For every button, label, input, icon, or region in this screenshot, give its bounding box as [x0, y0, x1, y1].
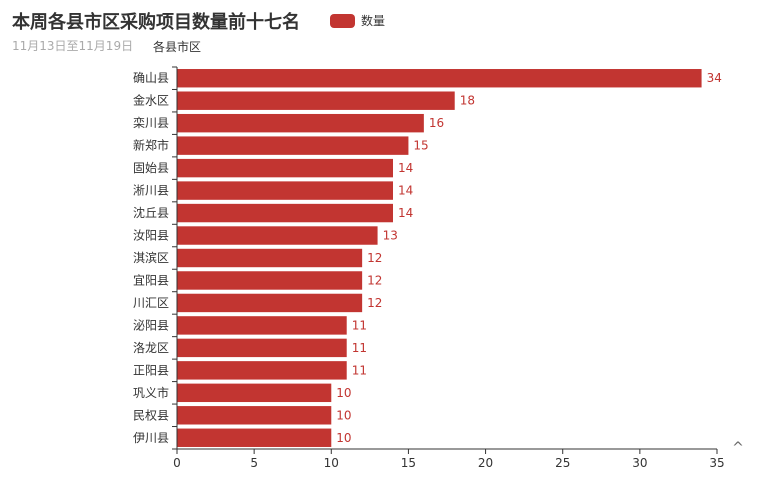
data-label: 10: [336, 408, 351, 422]
data-label: 11: [352, 318, 367, 332]
category-label: 栾川县: [133, 115, 169, 130]
category-label: 正阳县: [133, 363, 169, 377]
data-label: 15: [413, 139, 428, 153]
bar-1: [177, 91, 455, 110]
data-label: 12: [367, 296, 382, 310]
x-tick-label: 10: [324, 456, 339, 470]
legend-label: 数量: [361, 14, 386, 28]
category-label: 伊川县: [133, 431, 169, 445]
y-axis-title: 各县市区: [153, 39, 201, 54]
legend-swatch: [330, 13, 355, 28]
bar-15: [177, 406, 332, 425]
bar-9: [177, 271, 363, 290]
bar-0: [177, 69, 702, 88]
data-label: 14: [398, 161, 413, 175]
bar-14: [177, 383, 332, 403]
x-tick-label: 15: [401, 456, 416, 470]
x-tick-label: 35: [709, 456, 724, 470]
data-label: 14: [398, 206, 413, 220]
data-label: 11: [352, 363, 367, 377]
bar-2: [177, 113, 424, 133]
bar-11: [177, 316, 347, 335]
bar-10: [177, 293, 363, 313]
category-label: 淇滨区: [133, 250, 169, 265]
x-tick-label: 30: [632, 456, 647, 470]
bar-8: [177, 248, 363, 268]
category-label: 洛龙区: [133, 340, 169, 355]
category-label: 新郑市: [133, 138, 169, 153]
data-label: 12: [367, 273, 382, 287]
category-label: 淅川县: [133, 183, 169, 198]
bar-12: [177, 338, 347, 358]
category-label: 宜阳县: [133, 272, 169, 287]
x-tick-label: 25: [555, 456, 570, 470]
data-label: 14: [398, 184, 413, 198]
category-label: 固始县: [133, 161, 169, 175]
bar-16: [177, 428, 332, 447]
x-tick-label: 20: [478, 456, 493, 470]
bar-5: [177, 181, 393, 200]
bar-3: [177, 136, 409, 155]
category-label: 泌阳县: [133, 318, 169, 332]
category-label: 巩义市: [133, 385, 169, 400]
data-label: 13: [383, 229, 398, 243]
data-label: 12: [367, 251, 382, 265]
category-label: 汝阳县: [133, 229, 169, 243]
data-label: 11: [352, 341, 367, 355]
category-label: 民权县: [133, 408, 169, 422]
bar-7: [177, 226, 378, 245]
x-tick-label: 5: [250, 456, 258, 470]
data-label: 10: [336, 431, 351, 445]
bar-4: [177, 158, 393, 178]
bar-13: [177, 361, 347, 380]
x-tick-label: 0: [173, 456, 181, 470]
data-label: 16: [429, 116, 444, 130]
back-to-top-icon[interactable]: ^: [732, 440, 744, 456]
category-label: 确山县: [133, 71, 169, 85]
chart-title: 本周各县市区采购项目数量前十七名: [12, 12, 300, 33]
data-label: 34: [707, 71, 722, 85]
data-label: 10: [336, 386, 351, 400]
category-label: 金水区: [133, 93, 169, 108]
bar-6: [177, 203, 393, 223]
category-label: 沈丘县: [133, 205, 169, 220]
category-label: 川汇区: [133, 296, 169, 310]
chart-subtitle: 11月13日至11月19日: [12, 39, 134, 53]
data-label: 18: [460, 94, 475, 108]
legend[interactable]: 数量: [330, 12, 385, 29]
